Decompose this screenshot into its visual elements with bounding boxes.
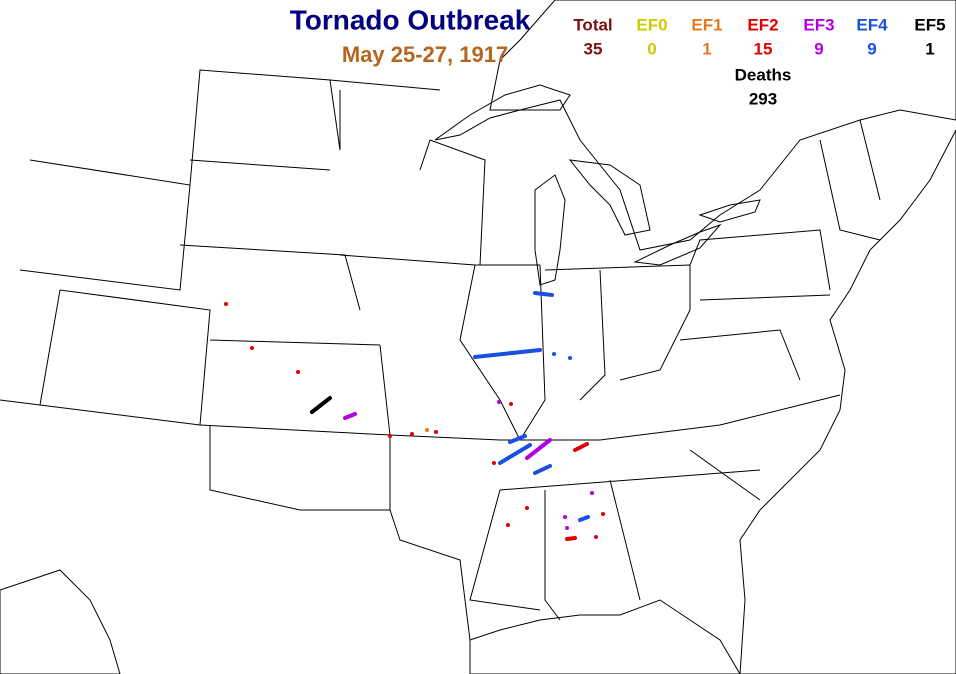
count-value: 0 <box>647 39 656 58</box>
track <box>565 536 577 541</box>
lake-huron <box>568 159 651 236</box>
count-label: EF2 <box>747 15 778 34</box>
mexico <box>0 569 121 674</box>
track <box>473 348 542 359</box>
state-borders <box>0 69 881 641</box>
count-value: 9 <box>867 39 876 58</box>
track <box>533 291 554 297</box>
count-label: Total <box>573 15 612 34</box>
count-value: 35 <box>584 39 603 58</box>
track <box>573 442 589 452</box>
canada <box>489 0 956 251</box>
track <box>498 443 532 465</box>
track <box>533 464 552 475</box>
counts: Total 35 EF0 0 EF1 1 EF2 15 EF3 9 EF4 9 EF5 1 <box>573 15 945 58</box>
count-label: EF1 <box>691 15 722 34</box>
deaths-value: 293 <box>749 89 777 108</box>
deaths-label: Deaths <box>735 65 792 84</box>
track <box>525 438 552 460</box>
count-value: 15 <box>754 39 773 58</box>
count-label: EF0 <box>636 15 667 34</box>
count-value: 1 <box>925 39 934 58</box>
count-label: EF3 <box>803 15 834 34</box>
count-label: EF4 <box>856 15 888 34</box>
tornado-tracks <box>224 291 605 541</box>
gulf <box>469 599 741 674</box>
lake-ontario <box>698 199 761 223</box>
lake-michigan <box>534 174 566 286</box>
subtitle: May 25-27, 1917 <box>342 42 508 67</box>
lake-superior <box>434 84 571 141</box>
track <box>310 396 332 414</box>
count-label: EF5 <box>914 15 945 34</box>
track <box>578 515 590 522</box>
title: Tornado Outbreak <box>290 4 531 35</box>
track <box>508 434 527 444</box>
count-value: 9 <box>814 39 823 58</box>
ocean <box>739 129 956 674</box>
track <box>343 412 357 420</box>
count-value: 1 <box>702 39 711 58</box>
lake-erie <box>633 223 722 266</box>
